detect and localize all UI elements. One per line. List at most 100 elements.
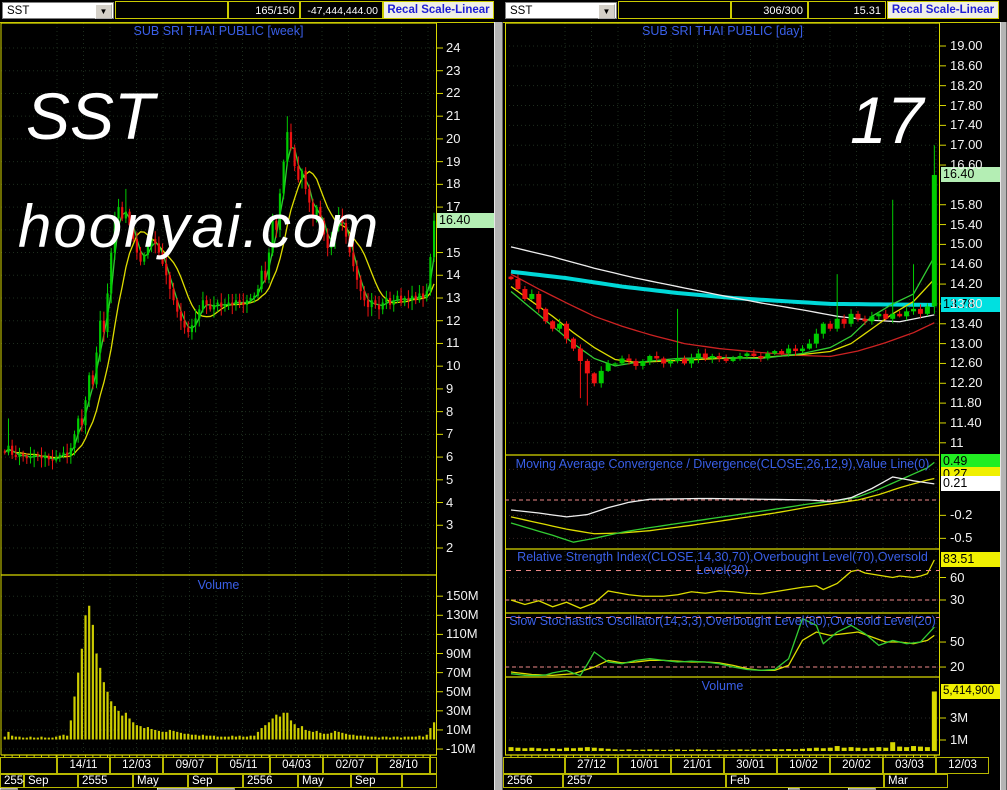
price-axis-label: 11.80 xyxy=(950,395,982,411)
candle-weekly xyxy=(40,455,43,459)
period-label: Sep xyxy=(188,774,243,788)
rsi-line xyxy=(510,559,935,609)
volume-bar xyxy=(709,749,715,751)
volume-bar xyxy=(570,748,576,751)
blank-field-right xyxy=(618,1,731,19)
candle-daily xyxy=(904,311,910,317)
rsi-overbought-line xyxy=(506,570,940,571)
volume-bar xyxy=(33,737,36,740)
candle-daily xyxy=(806,343,812,349)
candle-weekly xyxy=(201,300,205,310)
volume-bar xyxy=(242,736,245,740)
volume-bar xyxy=(179,732,183,740)
candle-weekly xyxy=(172,288,175,301)
volume-bar xyxy=(95,653,98,740)
volume-bar xyxy=(432,722,436,740)
candle-weekly xyxy=(3,451,6,453)
volume-bar xyxy=(311,731,315,740)
volume-bar xyxy=(7,731,10,740)
volume-bar xyxy=(22,737,25,740)
candle-daily xyxy=(508,276,514,280)
volume-axis-label: 3M xyxy=(950,710,969,725)
volume-bar xyxy=(414,736,417,740)
date-label xyxy=(503,757,565,774)
volume-axis-label: 130M xyxy=(446,607,479,623)
candle-daily xyxy=(744,353,750,356)
volume-bar xyxy=(157,730,160,740)
candle-daily xyxy=(911,308,917,312)
recal-scale-button-right[interactable]: Recal Scale-Linear xyxy=(887,1,999,19)
volume-bar xyxy=(300,726,304,740)
candle-weekly xyxy=(102,320,105,333)
candle-weekly xyxy=(337,216,340,226)
volume-bar xyxy=(640,749,646,751)
volume-bar xyxy=(924,747,930,751)
volume-bar xyxy=(227,736,230,740)
candle-weekly xyxy=(14,454,17,458)
volume-bar xyxy=(80,648,83,740)
candle-daily xyxy=(577,348,583,361)
candle-weekly xyxy=(18,453,21,458)
volume-bar xyxy=(876,747,882,751)
chevron-down-icon[interactable]: ▼ xyxy=(95,4,112,19)
volume-bar xyxy=(14,736,17,740)
candle-daily xyxy=(730,358,736,361)
candle-weekly xyxy=(161,252,164,264)
volume-bar xyxy=(69,720,72,740)
chevron-down-icon[interactable]: ▼ xyxy=(598,4,615,19)
macd-badge-white: 0.21 xyxy=(941,476,1001,491)
candle-daily xyxy=(793,348,799,352)
candle-weekly xyxy=(143,254,146,262)
volume-bar xyxy=(848,747,854,751)
volume-bar xyxy=(286,712,289,740)
volume-bar xyxy=(584,747,590,751)
candle-weekly xyxy=(341,216,344,223)
macd-title: Moving Average Convergence / Divergence(… xyxy=(515,457,930,471)
volume-bar xyxy=(132,722,135,740)
volume-bar xyxy=(154,729,157,740)
volume-bar xyxy=(385,736,388,740)
price-axis-label: 4 xyxy=(446,494,454,510)
candle-weekly xyxy=(381,302,384,310)
volume-bar xyxy=(249,735,252,740)
symbol-right: SST xyxy=(510,5,533,17)
price-axis-label: 5 xyxy=(446,471,454,487)
candle-weekly xyxy=(198,309,201,319)
candle-weekly xyxy=(165,263,168,276)
recal-scale-button-left[interactable]: Recal Scale-Linear xyxy=(383,1,494,19)
period-label xyxy=(402,774,437,788)
candle-weekly xyxy=(282,161,285,194)
volume-title-weekly: Volume xyxy=(197,578,240,592)
toolbar: SST ▼ 165/150 -47,444,444.00 Recal Scale… xyxy=(0,0,1007,23)
candle-daily xyxy=(702,353,708,359)
volume-bar xyxy=(315,730,318,740)
volume-bar xyxy=(388,737,392,740)
candle-weekly xyxy=(249,297,252,301)
candle-weekly xyxy=(231,302,234,305)
date-label: 10/01 xyxy=(618,757,671,774)
volume-bar xyxy=(723,749,729,751)
symbol-combobox-left[interactable]: SST ▼ xyxy=(2,2,114,19)
watermark-price-17: 17 xyxy=(850,83,924,157)
price-axis-label: 22 xyxy=(446,85,461,101)
symbol-combobox-right[interactable]: SST ▼ xyxy=(505,2,617,19)
candle-weekly xyxy=(194,318,197,326)
candle-weekly xyxy=(22,453,25,456)
volume-bar xyxy=(319,732,322,740)
price-axis-label: 19 xyxy=(446,153,461,169)
volume-bar xyxy=(550,748,556,751)
candle-weekly xyxy=(106,293,109,333)
candle-daily xyxy=(688,358,694,364)
volume-bar xyxy=(58,735,61,740)
volume-bar xyxy=(737,749,743,751)
volume-bar xyxy=(231,735,234,740)
ma-red-daily xyxy=(510,273,935,358)
rsi-axis-label: 30 xyxy=(950,592,965,607)
volume-bar xyxy=(869,747,875,751)
volume-bar xyxy=(897,746,903,751)
volume-bar xyxy=(84,615,87,740)
candle-daily xyxy=(591,373,597,384)
candle-daily xyxy=(716,356,722,359)
volume-bar xyxy=(326,733,329,740)
